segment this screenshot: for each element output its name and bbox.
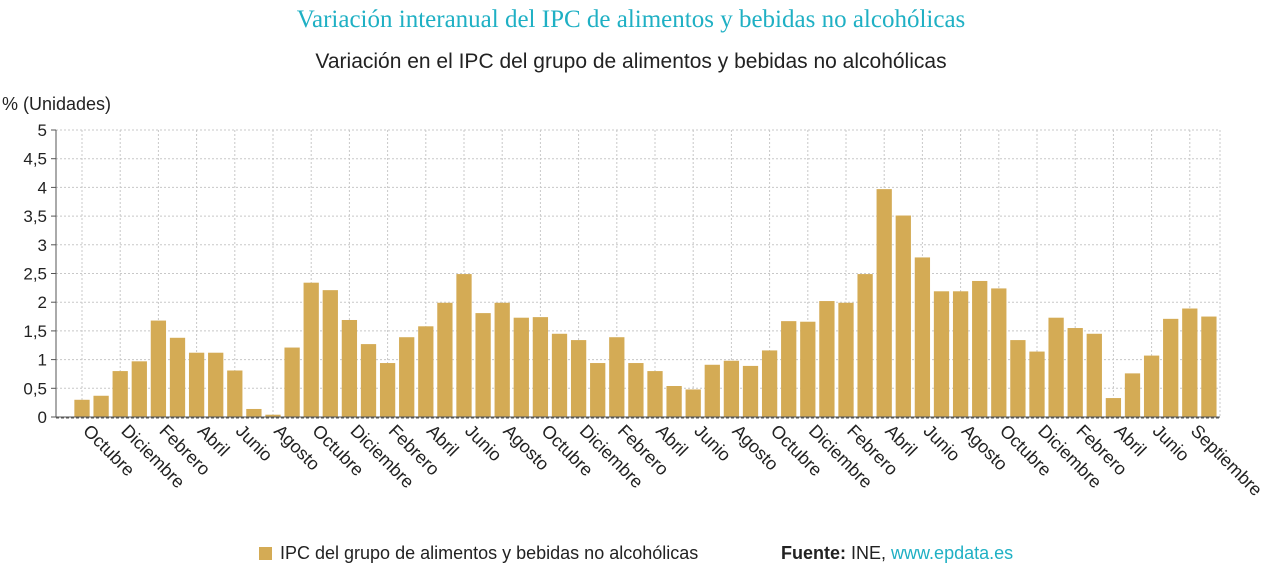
bar xyxy=(1124,373,1141,417)
bar xyxy=(1201,316,1217,417)
bar xyxy=(1067,328,1083,417)
bar xyxy=(609,337,625,417)
bar xyxy=(532,317,549,417)
bars xyxy=(74,189,1217,417)
bar xyxy=(131,361,147,417)
y-tick-label: 1 xyxy=(38,351,47,370)
axes xyxy=(51,129,1220,419)
bar xyxy=(781,321,797,417)
bar xyxy=(1182,308,1198,417)
bar xyxy=(1143,355,1160,417)
bar xyxy=(685,389,701,417)
chart-title: Variación interanual del IPC de alimento… xyxy=(296,6,966,33)
bar xyxy=(570,340,587,417)
bar xyxy=(437,302,453,417)
source-note: Fuente: INE, www.epdata.es xyxy=(781,543,1013,564)
x-tick-label: Junio xyxy=(920,421,965,466)
x-tick-label: Junio xyxy=(1149,421,1194,466)
bar xyxy=(551,333,568,417)
bar xyxy=(418,326,434,417)
bar xyxy=(647,371,663,417)
source-link[interactable]: www.epdata.es xyxy=(891,543,1014,563)
bar xyxy=(112,371,128,417)
bar xyxy=(265,414,281,417)
bar xyxy=(628,363,644,417)
bar xyxy=(666,386,682,417)
bar xyxy=(1105,398,1122,417)
bar xyxy=(322,290,338,417)
y-tick-label: 2,5 xyxy=(23,265,47,284)
bar xyxy=(1029,351,1045,417)
bar xyxy=(341,319,358,417)
bar xyxy=(991,288,1007,417)
x-tick-label: Junio xyxy=(690,421,735,466)
y-axis-label: % (Unidades) xyxy=(2,94,112,114)
bar xyxy=(246,408,262,417)
bar-chart: 0 0,5 1 1,5 2 2,5 3 3,5 4 4,5 5 OctubreDiciembreFe… xyxy=(23,121,1262,500)
source-provider: INE, xyxy=(851,543,887,563)
bar xyxy=(723,360,740,417)
bar xyxy=(895,215,911,417)
y-tick-label: 0 xyxy=(38,408,47,427)
legend-swatch xyxy=(259,547,272,560)
x-tick-label: Septiembre xyxy=(1187,421,1262,500)
bar xyxy=(933,291,950,417)
y-tick-label: 3,5 xyxy=(23,207,47,226)
bar xyxy=(379,363,396,417)
bar xyxy=(1048,317,1064,417)
bar xyxy=(93,395,109,417)
bar xyxy=(972,280,988,417)
bar xyxy=(590,363,606,417)
bar xyxy=(1086,333,1102,417)
legend: IPC del grupo de alimentos y bebidas no … xyxy=(259,543,698,564)
bar xyxy=(876,189,892,417)
y-tick-labels: 0 0,5 1 1,5 2 2,5 3 3,5 4 4,5 5 xyxy=(23,121,47,427)
bar xyxy=(1010,340,1026,417)
bar xyxy=(838,302,854,417)
bar xyxy=(456,274,472,417)
bar xyxy=(74,399,90,417)
bar xyxy=(952,291,969,417)
bar xyxy=(399,337,415,417)
bar xyxy=(303,282,319,417)
y-tick-label: 2 xyxy=(38,293,47,312)
x-tick-label: Junio xyxy=(461,421,506,466)
legend-label: IPC del grupo de alimentos y bebidas no … xyxy=(280,543,699,563)
bar xyxy=(284,347,300,417)
grid-lines xyxy=(56,129,1221,417)
y-tick-label: 1,5 xyxy=(23,322,47,341)
bar xyxy=(169,337,186,417)
bar xyxy=(188,352,205,417)
bar xyxy=(227,370,243,417)
bar xyxy=(800,321,816,417)
bar xyxy=(914,257,931,417)
bar xyxy=(742,365,759,417)
chart-subtitle: Variación en el IPC del grupo de aliment… xyxy=(315,50,947,73)
bar xyxy=(1163,318,1179,417)
y-tick-label: 3 xyxy=(38,236,47,255)
bar xyxy=(475,313,491,417)
bar xyxy=(819,301,835,417)
y-tick-label: 4,5 xyxy=(23,150,47,169)
bar xyxy=(494,302,510,417)
bar xyxy=(208,352,224,417)
bar xyxy=(857,274,873,417)
bar xyxy=(704,364,720,417)
bar xyxy=(360,344,377,417)
bar xyxy=(513,317,529,417)
x-tick-labels: OctubreDiciembreFebreroAbrilJunioAgostoO… xyxy=(79,421,1262,500)
y-tick-label: 0,5 xyxy=(23,379,47,398)
y-tick-label: 5 xyxy=(38,121,47,140)
source-label: Fuente: xyxy=(781,543,846,563)
bar xyxy=(761,350,778,417)
bar xyxy=(150,320,167,417)
y-tick-label: 4 xyxy=(38,178,47,197)
x-tick-label: Junio xyxy=(232,421,277,466)
